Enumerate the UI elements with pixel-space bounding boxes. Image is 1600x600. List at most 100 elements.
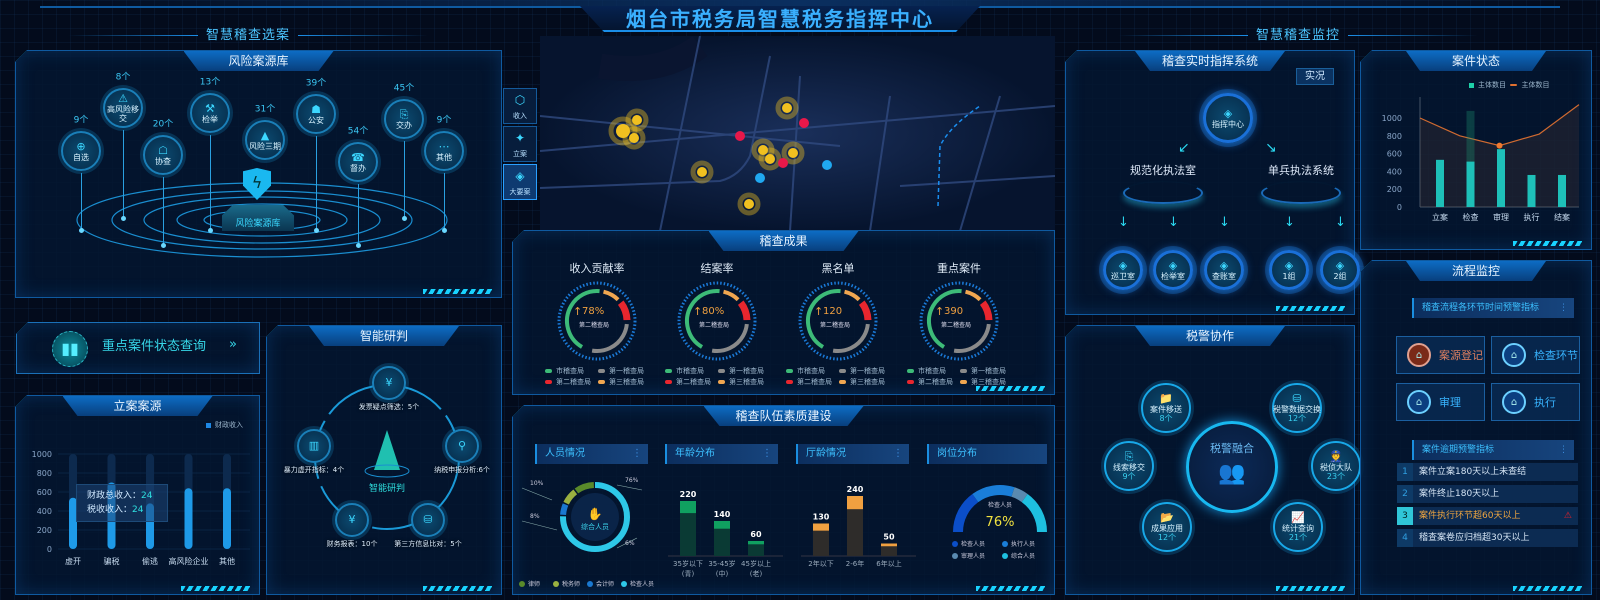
command-leaf-node[interactable]: ◈ 2组 xyxy=(1320,250,1360,290)
item-number: 2 xyxy=(1397,485,1413,503)
x-tick-label: 检查 xyxy=(1463,212,1479,222)
judge-node[interactable]: ¥ xyxy=(372,366,406,400)
gauge-title: 结案率 xyxy=(700,262,734,275)
overdue-item[interactable]: 2 案件终止180天以上 xyxy=(1397,485,1578,503)
city-map[interactable] xyxy=(540,36,1055,231)
gauge-label: 检查人员 xyxy=(988,501,1012,509)
judge-node[interactable]: ⚲ xyxy=(445,429,479,463)
risk-node[interactable]: ☗ 公安 xyxy=(296,94,336,134)
risk-node-count: 31个 xyxy=(254,104,276,115)
legend-swatch xyxy=(960,369,967,373)
map-tab[interactable]: ✦ 立案 xyxy=(503,126,537,162)
gauge-subtitle: 第二稽查局 xyxy=(699,322,730,329)
risk-node[interactable]: ▲ 风险三期 xyxy=(245,120,285,160)
judge-node[interactable]: ¥ xyxy=(335,503,369,537)
legend-item: 市稽查局 xyxy=(907,367,946,376)
double-chevron-right-icon[interactable]: » xyxy=(229,337,237,352)
flow-stage-card[interactable]: ⌂ 案源登记 xyxy=(1396,336,1485,374)
police-node[interactable]: 📁 案件移送 8个 xyxy=(1141,383,1191,433)
police-node[interactable]: ⎘ 线索移交 9个 xyxy=(1104,441,1154,491)
legend-item: 第一稽查局 xyxy=(598,367,644,376)
post-header: 岗位分布 xyxy=(927,444,1047,464)
tax-police-hub[interactable]: 税警融合 👥 xyxy=(1186,421,1278,513)
age-header: 年龄分布 ⋮ xyxy=(665,444,778,464)
subheader-label: 稽查流程各环节时间预警指标 xyxy=(1422,303,1540,313)
decor-stripes xyxy=(1513,241,1583,246)
police-node[interactable]: 👮 税侦大队 23个 xyxy=(1311,441,1361,491)
legend-swatch xyxy=(786,380,793,384)
subheader-label: 人员情况 xyxy=(545,448,585,459)
overdue-item[interactable]: 1 案件立案180天以上未查结 xyxy=(1397,463,1578,481)
more-vert-icon[interactable]: ⋮ xyxy=(893,448,903,459)
command-center-node[interactable]: ◈ 指挥中心 xyxy=(1203,93,1253,143)
more-vert-icon[interactable]: ⋮ xyxy=(762,448,772,459)
bar xyxy=(69,497,77,549)
risk-node[interactable]: ⋯ 其他 xyxy=(424,131,464,171)
map-tab[interactable]: ◈ 大要案 xyxy=(503,164,537,200)
bar-cap xyxy=(813,523,829,531)
gauge-ring xyxy=(919,281,999,361)
hub-label: 2组 xyxy=(1333,271,1347,281)
risk-node[interactable]: ☎ 督办 xyxy=(338,142,378,182)
arrow-up-icon: ↑ xyxy=(693,305,703,318)
police-node[interactable]: ⛁ 税警数据交换 12个 xyxy=(1272,383,1322,433)
gauge-segment xyxy=(927,289,991,353)
bar xyxy=(1558,174,1566,207)
map-tab[interactable]: ⬡ 收入 xyxy=(503,88,537,124)
risk-node[interactable]: ⚠ 高风险移交 xyxy=(103,88,143,128)
command-leaf-node[interactable]: ◈ 查账室 xyxy=(1204,250,1244,290)
node-icon: 📁 xyxy=(1159,392,1173,405)
risk-node-count: 9个 xyxy=(73,115,89,126)
decor-stripes xyxy=(423,289,493,294)
legend-item: 第一稽查局 xyxy=(718,367,764,376)
flow-stage-card[interactable]: ⌂ 执行 xyxy=(1491,383,1580,421)
judge-node-icon: ⛁ xyxy=(423,513,433,526)
more-vert-icon[interactable]: ⋮ xyxy=(1559,445,1568,455)
query-label: 重点案件状态查询 xyxy=(102,339,207,354)
arrow-down-icon: ↘ xyxy=(1265,140,1277,156)
y-tick-label: 800 xyxy=(37,469,52,478)
arrow-down-icon: ↓ xyxy=(1284,215,1295,230)
risk-node-label: 自选 xyxy=(73,152,89,162)
risk-node[interactable]: ☖ 协查 xyxy=(143,135,183,175)
live-button[interactable]: 实况 xyxy=(1296,68,1334,85)
section-title-left: 智慧稽查选案 xyxy=(60,24,436,43)
warning-icon: ▲ xyxy=(260,128,270,142)
more-icon: ⋯ xyxy=(438,139,450,153)
arrow-up-icon: ↑ xyxy=(573,305,583,318)
risk-node[interactable]: ⎘ 交办 xyxy=(384,99,424,139)
risk-node-count: 45个 xyxy=(393,83,415,94)
command-leaf-node[interactable]: ◈ 1组 xyxy=(1269,250,1309,290)
gauge-ring xyxy=(798,281,878,361)
judge-node-label: 财务报表：10个 xyxy=(326,540,378,548)
command-leaf-node[interactable]: ◈ 检举室 xyxy=(1153,250,1193,290)
more-vert-icon[interactable]: ⋮ xyxy=(1559,303,1568,313)
x-tick-label: 35岁以下 xyxy=(673,559,703,568)
risk-node[interactable]: ⚒ 检举 xyxy=(190,93,230,133)
more-vert-icon[interactable]: ⋮ xyxy=(632,448,642,459)
legend-label: 律师 xyxy=(528,580,540,588)
flow-stage-card[interactable]: ⌂ 审理 xyxy=(1396,383,1485,421)
police-node[interactable]: 📂 成果应用 12个 xyxy=(1142,502,1192,552)
risk-node-count: 20个 xyxy=(152,119,174,130)
overdue-item[interactable]: 4 稽查案卷应归档超30天以上 xyxy=(1397,529,1578,547)
chart-legend: 主体数目 主体数目 xyxy=(1469,81,1549,90)
police-node[interactable]: 📈 统计查询 21个 xyxy=(1273,502,1323,552)
key-case-query-card[interactable]: ▮▮ 重点案件状态查询 » xyxy=(16,322,260,374)
slice-label: 10% xyxy=(530,480,544,487)
overdue-item[interactable]: 3 案件执行环节超60天以上 ⚠ xyxy=(1397,507,1578,525)
risk-node[interactable]: ⊕ 自选 xyxy=(61,131,101,171)
legend-label: 第三稽查局 xyxy=(971,378,1006,386)
flow-stage-card[interactable]: ⌂ 检查环节 xyxy=(1491,336,1580,374)
stage-label: 检查环节 xyxy=(1534,349,1578,362)
judge-node[interactable]: ⛁ xyxy=(411,503,445,537)
panel-title: 稽查成果 xyxy=(708,231,859,251)
node-count: 23个 xyxy=(1326,472,1346,481)
stage-label: 审理 xyxy=(1439,396,1461,409)
stage-icon: ⌂ xyxy=(1502,390,1526,414)
item-number: 3 xyxy=(1397,507,1413,525)
command-leaf-node[interactable]: ◈ 巡卫室 xyxy=(1103,250,1143,290)
tab-icon: ⬡ xyxy=(514,93,526,107)
risk-node-label: 风险三期 xyxy=(249,141,281,151)
judge-node[interactable]: ▥ xyxy=(297,429,331,463)
